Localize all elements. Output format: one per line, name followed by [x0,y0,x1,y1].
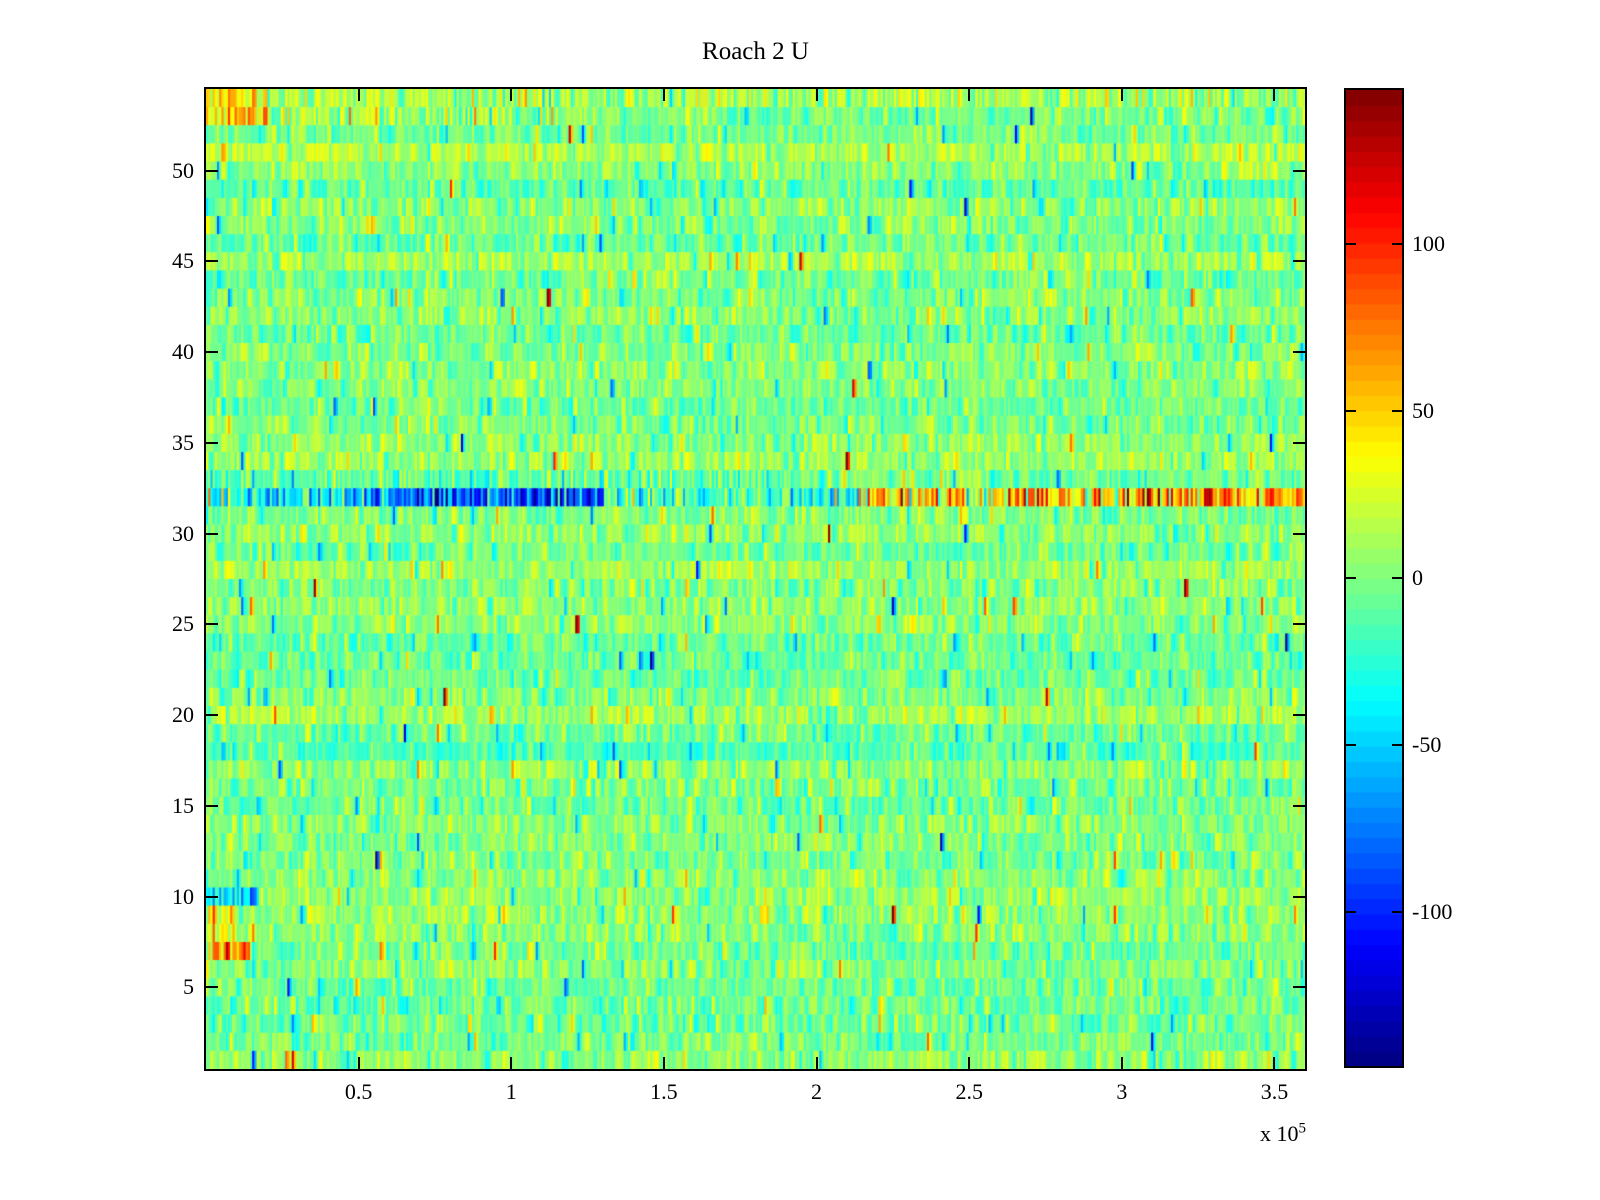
x-tick-mark-top [968,89,971,101]
x-tick-label: 2.5 [955,1079,983,1104]
x-tick-mark [815,1057,818,1069]
x-axis-exponent-label: x 105 [1170,1114,1306,1154]
y-tick-mark [206,895,218,898]
y-tick-label: 25 [172,611,194,637]
colorbar-tick-mark-right [1392,409,1402,412]
y-tick-label: 15 [172,792,194,818]
x-tick-label: 0.5 [344,1079,373,1104]
colorbar-tick-mark-right [1392,911,1402,914]
y-tick-label: 45 [172,248,194,274]
y-tick-mark [206,532,218,535]
y-tick-label: 40 [172,339,194,365]
colorbar-tick-label: 100 [1412,230,1445,256]
y-tick-mark [206,804,218,807]
y-tick-label: 50 [172,157,194,183]
y-tick-mark-right [1293,351,1305,354]
x-tick-label: 1.5 [650,1079,678,1104]
y-tick-mark [206,714,218,717]
colorbar-tick-mark-right [1392,242,1402,245]
x-tick-mark-top [357,89,360,101]
y-tick-label: 20 [172,702,194,728]
x-tick-mark-top [1273,89,1276,101]
x-tick-mark [1273,1057,1276,1069]
y-tick-mark-right [1293,986,1305,989]
x-tick-mark-top [510,89,513,101]
colorbar-tick-mark [1346,409,1356,412]
x-tick-mark [510,1057,513,1069]
x-tick-mark [662,1057,665,1069]
y-tick-mark-right [1293,169,1305,172]
colorbar-tick-label: -100 [1412,899,1453,925]
y-tick-mark [206,623,218,626]
colorbar-tick-label: 50 [1412,397,1434,423]
y-tick-label: 10 [172,883,194,909]
colorbar [1344,88,1404,1068]
colorbar-tick-label: 0 [1412,565,1423,590]
colorbar-tick-label: -50 [1412,732,1442,758]
plot-area [204,87,1307,1071]
x-tick-label: 3 [1116,1079,1128,1104]
colorbar-tick-mark [1346,744,1356,747]
y-tick-mark [206,986,218,989]
x-tick-mark [1120,1057,1123,1069]
y-tick-mark [206,260,218,263]
colorbar-tick-mark [1346,242,1356,245]
x-tick-label: 2 [811,1079,823,1104]
y-tick-mark-right [1293,714,1305,717]
x-tick-label: 1 [505,1079,517,1104]
x-tick-label: 3.5 [1260,1079,1289,1104]
chart-title: Roach 2 U [702,38,809,65]
colorbar-tick-mark [1346,911,1356,914]
x-tick-mark [357,1057,360,1069]
colorbar-tick-mark-right [1392,744,1402,747]
y-tick-label: 35 [172,429,194,455]
y-tick-mark-right [1293,623,1305,626]
y-tick-label: 30 [172,520,194,546]
x-tick-mark-top [1120,89,1123,101]
y-tick-mark-right [1293,804,1305,807]
y-tick-label: 5 [183,974,194,1000]
x-exponent-power: 5 [1298,1120,1307,1137]
y-tick-mark-right [1293,441,1305,444]
y-tick-mark-right [1293,260,1305,263]
colorbar-tick-mark-right [1392,577,1402,579]
y-tick-mark [206,441,218,444]
y-tick-mark [206,169,218,172]
x-tick-mark-top [662,89,665,101]
x-tick-mark-top [815,89,818,101]
heatmap-canvas [206,89,1305,1069]
colorbar-tick-mark [1346,577,1356,579]
x-exponent-base: x 10 [1260,1121,1299,1146]
y-tick-mark-right [1293,895,1305,898]
x-tick-mark [968,1057,971,1069]
y-tick-mark-right [1293,532,1305,535]
y-tick-mark [206,351,218,354]
